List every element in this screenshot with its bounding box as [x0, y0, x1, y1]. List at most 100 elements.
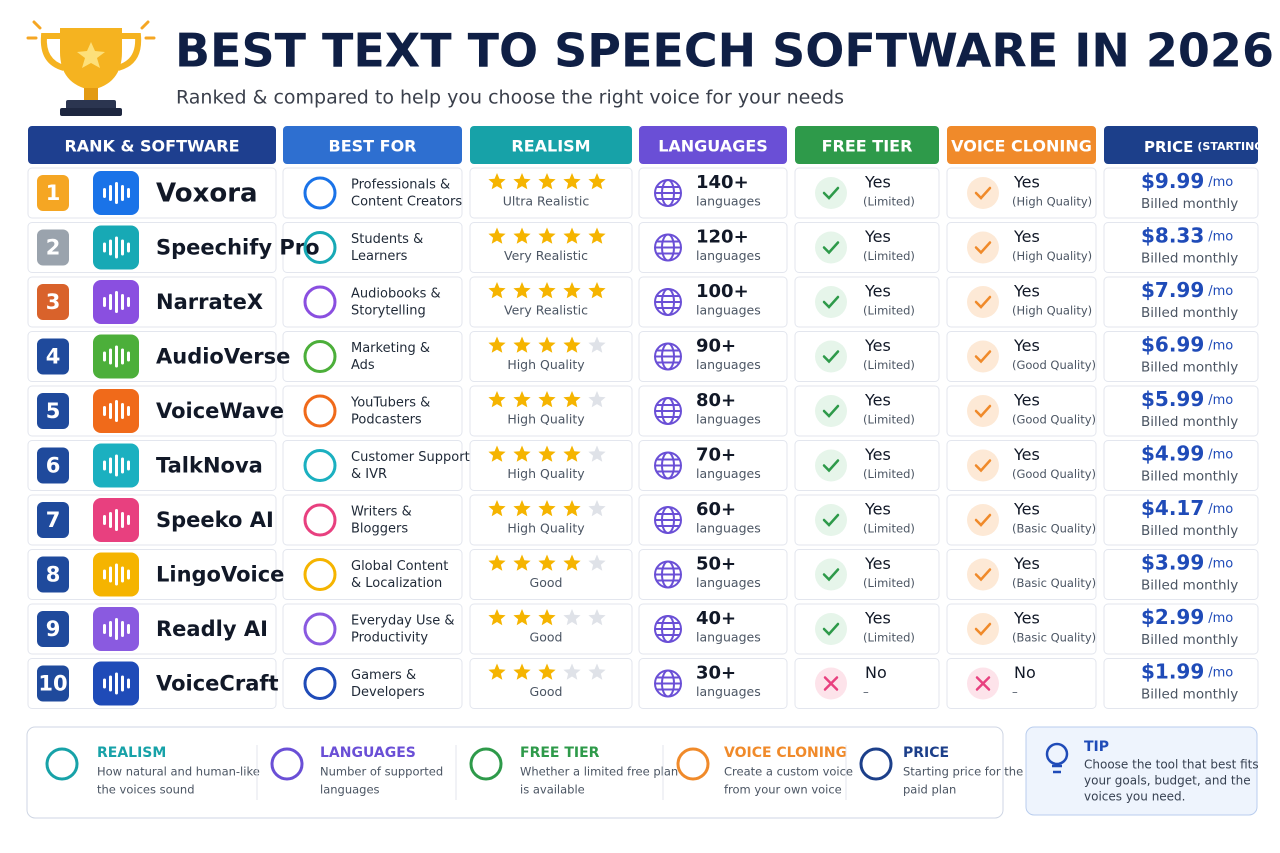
cell — [27, 549, 277, 600]
check-icon — [974, 186, 992, 200]
rank: 10 — [38, 672, 67, 696]
check-icon — [822, 295, 840, 309]
billing: Billed monthly — [1141, 305, 1238, 321]
free-tier: No — [865, 663, 887, 682]
billing: Billed monthly — [1141, 523, 1238, 539]
price-unit: /mo — [1208, 393, 1233, 408]
check-icon — [822, 622, 840, 636]
realism-label: Good — [530, 630, 563, 645]
star — [513, 663, 531, 680]
cell — [1103, 494, 1259, 546]
globe — [655, 458, 681, 473]
voice-cloning: Yes — [1013, 336, 1040, 355]
check-icon — [822, 513, 840, 527]
star-rating — [488, 663, 606, 680]
status-icon-bg — [815, 286, 847, 318]
star — [588, 173, 606, 190]
rank-badge — [37, 175, 69, 211]
price-unit: /mo — [1208, 611, 1233, 626]
waveform-bar — [121, 348, 124, 365]
rank: 7 — [46, 508, 61, 532]
voice-cloning-note: (High Quality) — [1012, 304, 1092, 318]
software-name: TalkNova — [156, 454, 263, 478]
software-name: Speechify Pro — [156, 236, 320, 260]
check-icon — [974, 241, 992, 255]
cell — [638, 331, 788, 382]
voice-cloning: Yes — [1013, 282, 1040, 301]
star-rating — [488, 500, 606, 517]
price-value: $6.99 — [1141, 332, 1204, 356]
best-for-text: Storytelling — [351, 304, 426, 319]
star — [488, 336, 506, 353]
languages: 90+ — [696, 336, 736, 357]
star — [538, 336, 556, 353]
waveform-bar — [109, 403, 112, 419]
cell — [1103, 658, 1259, 709]
legend-title: REALISM — [97, 745, 166, 761]
voice-cloning: Yes — [1013, 391, 1040, 410]
cell — [282, 167, 463, 219]
column-header-note: (STARTING AT) — [1197, 140, 1280, 153]
status-icon-bg — [967, 449, 999, 482]
tip-box — [1025, 726, 1258, 816]
price-value: $2.99 — [1141, 605, 1204, 629]
price: $8.33/mo — [1141, 223, 1233, 247]
legend-text: from your own voice — [724, 783, 842, 797]
legend-title: LANGUAGES — [320, 745, 416, 761]
realism-label: Very Realistic — [504, 303, 588, 318]
column-header — [947, 126, 1096, 164]
cell — [1103, 603, 1259, 655]
best-for-icon — [303, 340, 337, 373]
star — [488, 227, 506, 244]
price-value: $8.33 — [1141, 223, 1204, 247]
star — [563, 500, 581, 517]
realism-label: Good — [530, 684, 563, 699]
best-for-icon — [303, 558, 337, 591]
column-header-label: VOICE CLONING — [951, 137, 1092, 156]
free-tier-note: (Limited) — [863, 195, 915, 209]
rank-badge — [37, 665, 69, 702]
rank-badge — [37, 556, 69, 593]
column-header-text: PRICE — [1144, 138, 1193, 156]
star-rating — [488, 227, 606, 244]
cell — [27, 276, 277, 328]
globe-icon — [654, 506, 682, 534]
globe — [655, 513, 681, 527]
globe-icon — [654, 560, 682, 589]
globe-icon — [654, 397, 682, 425]
waveform-bar — [109, 457, 112, 474]
waveform-bar — [109, 185, 112, 201]
waveform-bar — [121, 512, 124, 528]
star — [588, 336, 606, 353]
software-name: Readly AI — [156, 617, 268, 641]
status-icon-bg — [967, 340, 999, 373]
billing: Billed monthly — [1141, 469, 1238, 485]
best-for-text: Customer Support — [351, 450, 470, 465]
waveform-bar — [121, 675, 124, 692]
star — [588, 445, 606, 462]
free-tier: Yes — [864, 500, 891, 519]
voice-cloning-note: – — [1012, 685, 1018, 699]
realism-label: Very Realistic — [504, 248, 588, 263]
cell — [282, 440, 463, 491]
cell — [638, 440, 788, 491]
tip-text: voices you need. — [1084, 790, 1186, 804]
star — [513, 609, 531, 626]
best-for-text: & IVR — [351, 467, 387, 482]
star — [563, 227, 581, 244]
star — [538, 500, 556, 517]
price-unit: /mo — [1208, 665, 1233, 680]
waveform-bar — [109, 675, 112, 692]
languages-unit: languages — [696, 630, 761, 645]
status-icon-bg — [967, 177, 999, 209]
best-for-icon — [303, 176, 337, 210]
best-for-text: Writers & — [351, 505, 412, 520]
cell — [282, 276, 463, 328]
legend-icon — [676, 747, 710, 781]
legend-box — [26, 726, 1004, 819]
waveform-bar — [109, 621, 112, 637]
best-for-text: Students & — [351, 232, 423, 247]
price: $2.99/mo — [1141, 605, 1233, 629]
best-for-text: Audiobooks & — [351, 287, 441, 302]
software-name: NarrateX — [156, 290, 263, 314]
